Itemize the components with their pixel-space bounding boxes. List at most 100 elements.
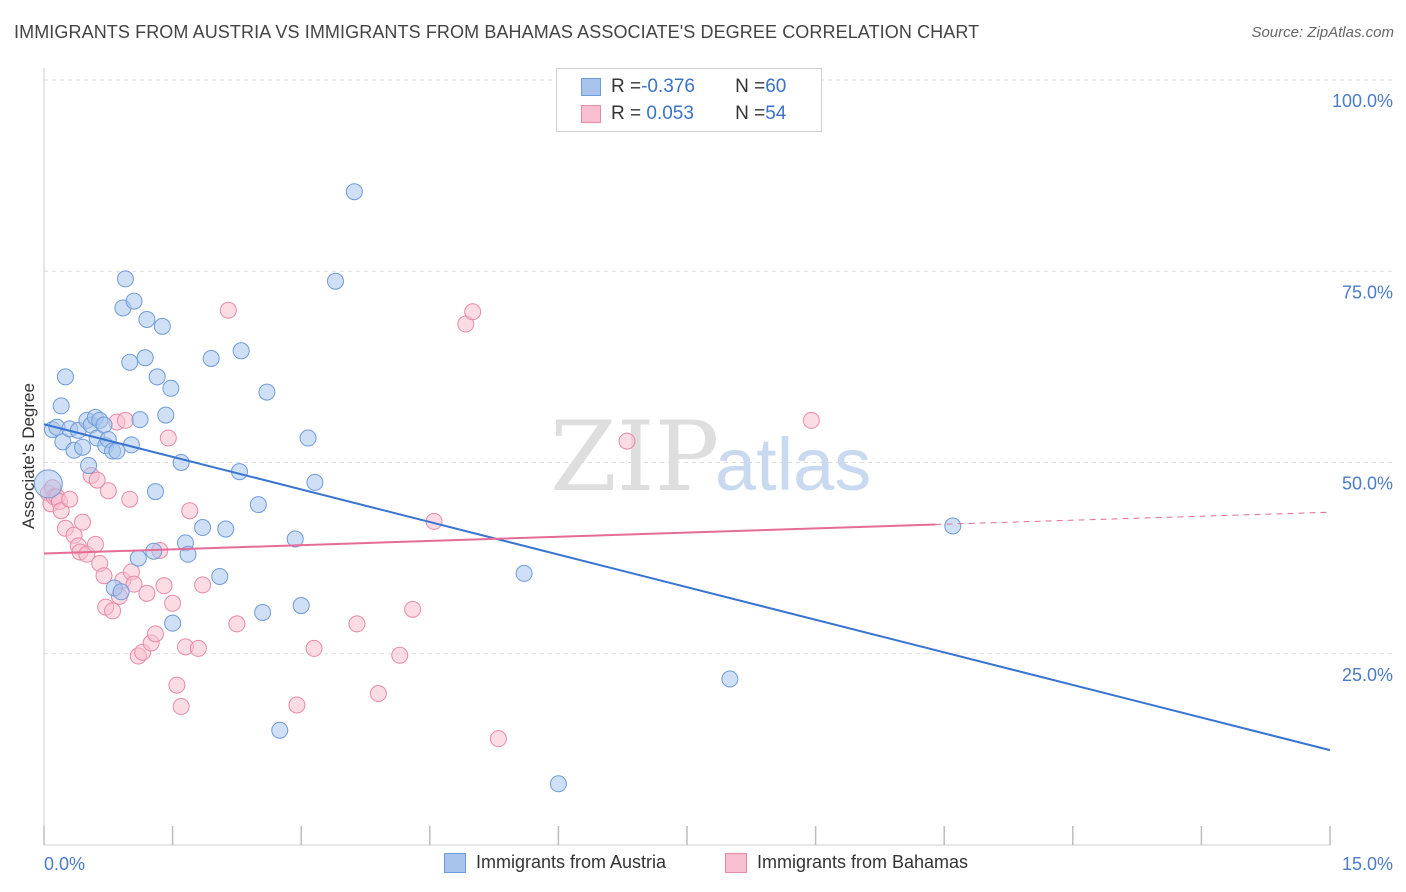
data-point-bahamas [802, 411, 820, 429]
data-point-austria [721, 670, 739, 688]
tick-labels: 25.0% 50.0% 75.0% 100.0% 0.0% 15.0% Associate'… [19, 91, 1393, 874]
legend-swatch-bahamas [581, 105, 601, 123]
y-tick-label: 50.0% [1342, 474, 1393, 494]
data-point-bahamas [116, 411, 134, 429]
data-point-austria [131, 411, 149, 429]
legend-n-value: 60 [765, 76, 787, 97]
data-point-austria [164, 614, 182, 632]
trend-line-austria [43, 423, 1331, 752]
legend-swatch-austria [581, 78, 601, 96]
legend-r-value: -0.376 [641, 76, 695, 97]
data-point-austria [286, 530, 304, 548]
data-point-bahamas [125, 575, 143, 593]
y-tick-label: 75.0% [1342, 282, 1393, 302]
chart-title: IMMIGRANTS FROM AUSTRIA VS IMMIGRANTS FR… [14, 22, 980, 42]
data-point-austria [153, 317, 171, 335]
data-point-austria [254, 603, 272, 621]
data-point-bahamas [464, 303, 482, 321]
x-tick-label: 0.0% [44, 854, 85, 874]
data-point-bahamas [88, 471, 106, 489]
legend-row-bahamas: R = 0.053 N = 54 [581, 102, 786, 126]
data-point-austria [306, 473, 324, 491]
data-point-austria [112, 583, 130, 601]
data-point-austria [249, 496, 267, 514]
data-point-bahamas [194, 576, 212, 594]
data-point-austria [116, 270, 134, 288]
data-point-bahamas [181, 502, 199, 520]
data-point-austria [944, 517, 962, 535]
source-label: Source: ZipAtlas.com [1251, 24, 1394, 41]
data-point-bahamas [99, 482, 117, 500]
data-point-austria [108, 442, 126, 460]
bottom-legend-swatch-austria [444, 852, 466, 873]
watermark-atlas: atlas [715, 423, 871, 506]
bottom-legend-label-bahamas: Immigrants from Bahamas [757, 852, 969, 872]
watermark: ZIP atlas [550, 401, 871, 513]
data-point-austria [52, 397, 70, 415]
data-point-bahamas [146, 625, 164, 643]
bottom-legend-label-austria: Immigrants from Austria [476, 852, 667, 872]
y-tick-label: 25.0% [1342, 665, 1393, 685]
series-austria [33, 183, 962, 793]
data-point-bahamas [618, 432, 636, 450]
data-point-austria [157, 406, 175, 424]
data-point-austria [146, 483, 164, 501]
data-point-austria [258, 383, 276, 401]
bottom-legend-swatch-bahamas [725, 852, 747, 873]
legend-r-label: R = [611, 76, 642, 97]
data-point-bahamas [348, 615, 366, 633]
trend-line-bahamas-extension [935, 511, 1331, 525]
data-point-austria [179, 545, 197, 563]
y-axis-label: Associate's Degree [19, 383, 38, 529]
data-point-austria [95, 416, 113, 434]
data-point-bahamas [228, 615, 246, 633]
data-point-austria [202, 349, 220, 367]
data-point-austria [194, 519, 212, 537]
grid [44, 79, 1392, 655]
data-point-austria [217, 520, 235, 538]
data-point-austria [271, 721, 289, 739]
data-point-austria [549, 775, 567, 793]
data-point-austria [145, 542, 163, 560]
data-point-bahamas [219, 301, 237, 319]
data-point-bahamas [159, 429, 177, 447]
data-point-austria [299, 429, 317, 447]
data-point-bahamas [52, 502, 70, 520]
x-tick-label: 15.0% [1342, 854, 1393, 874]
data-point-austria [326, 272, 344, 290]
legend-n-value: 54 [765, 103, 787, 124]
data-point-austria [74, 438, 92, 456]
data-point-austria [129, 549, 147, 567]
legend-n-label: N = [735, 103, 766, 124]
data-point-bahamas [369, 685, 387, 703]
data-point-bahamas [86, 535, 104, 553]
y-tick-label: 100.0% [1332, 91, 1393, 111]
data-point-austria [211, 567, 229, 585]
legend-r-label: R = [611, 103, 642, 124]
data-point-bahamas [138, 584, 156, 602]
bottom-legend-austria: Immigrants from Austria [444, 852, 666, 873]
data-point-austria [125, 292, 143, 310]
data-point-bahamas [489, 730, 507, 748]
data-point-austria [121, 353, 139, 371]
legend-n-label: N = [735, 76, 766, 97]
legend-r-value: 0.053 [641, 103, 694, 124]
data-point-austria [80, 457, 98, 475]
data-point-bahamas [164, 594, 182, 612]
trend-line-bahamas [43, 523, 936, 555]
data-point-austria [515, 564, 533, 582]
data-point-bahamas [404, 600, 422, 618]
data-point-austria [162, 379, 180, 397]
data-point-bahamas [155, 577, 173, 595]
legend: R = -0.376 N = 60 R = 0.053 N = 54 [556, 68, 822, 132]
data-point-bahamas [104, 602, 122, 620]
data-point-bahamas [391, 646, 409, 664]
axes [43, 68, 1331, 846]
data-point-bahamas [121, 490, 139, 508]
data-point-austria [56, 368, 74, 386]
data-point-austria [345, 183, 363, 201]
data-point-bahamas [95, 567, 113, 585]
data-point-austria [232, 342, 250, 360]
data-point-bahamas [305, 639, 323, 657]
data-point-bahamas [172, 698, 190, 716]
